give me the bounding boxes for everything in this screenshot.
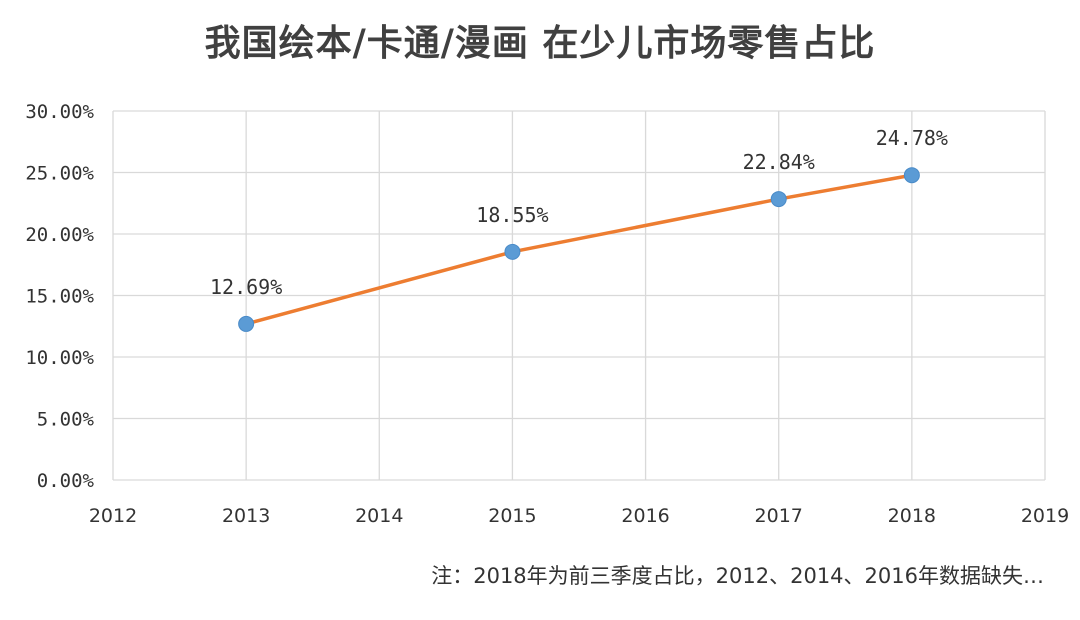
y-tick-label: 25.00% bbox=[25, 163, 94, 185]
series-line bbox=[245, 173, 913, 326]
data-point bbox=[238, 315, 255, 332]
data-point bbox=[504, 243, 521, 260]
data-point bbox=[903, 167, 920, 184]
x-tick-label: 2018 bbox=[888, 505, 936, 527]
data-label: 18.55% bbox=[476, 203, 548, 227]
x-tick-label: 2019 bbox=[1021, 505, 1069, 527]
data-point bbox=[770, 191, 787, 208]
x-tick-label: 2012 bbox=[89, 505, 137, 527]
y-tick-label: 10.00% bbox=[25, 347, 94, 369]
x-tick-label: 2017 bbox=[755, 505, 803, 527]
y-tick-label: 30.00% bbox=[25, 101, 94, 123]
y-tick-label: 20.00% bbox=[25, 224, 94, 246]
chart-title: 我国绘本/卡通/漫画 在少儿市场零售占比 bbox=[204, 22, 876, 64]
x-tick-label: 2015 bbox=[488, 505, 536, 527]
y-tick-label: 15.00% bbox=[25, 286, 94, 308]
y-tick-label: 5.00% bbox=[37, 409, 95, 431]
x-tick-label: 2014 bbox=[355, 505, 403, 527]
data-label: 24.78% bbox=[876, 126, 948, 150]
data-label: 12.69% bbox=[210, 275, 282, 299]
x-tick-label: 2016 bbox=[621, 505, 669, 527]
y-tick-label: 0.00% bbox=[37, 470, 95, 492]
data-label: 22.84% bbox=[743, 150, 815, 174]
chart-note: 注：2018年为前三季度占比，2012、2014、2016年数据缺失… bbox=[431, 564, 1044, 588]
x-tick-label: 2013 bbox=[222, 505, 270, 527]
